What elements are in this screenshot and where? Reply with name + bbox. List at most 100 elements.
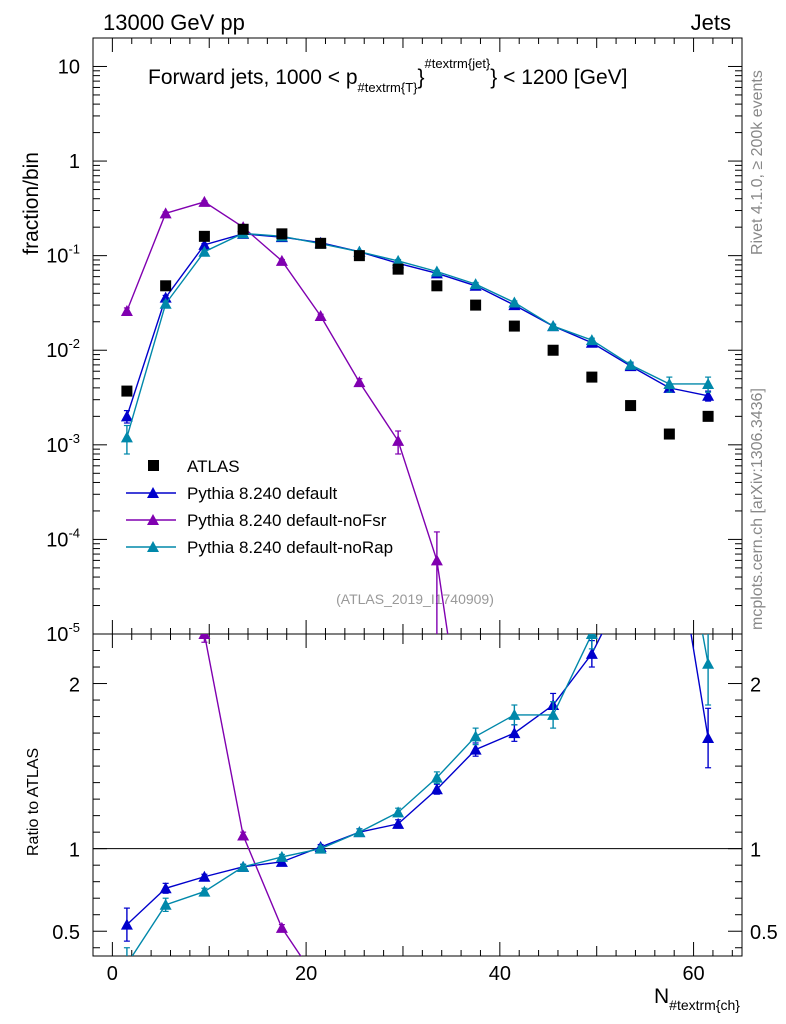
y-tick-label-top: 10 <box>58 56 80 78</box>
ratio-point <box>585 647 598 659</box>
ratio-point <box>160 50 172 61</box>
series-point <box>275 254 288 266</box>
series-line <box>126 201 449 634</box>
ratio-point <box>275 850 288 862</box>
legend-marker <box>147 487 159 498</box>
ratio-point <box>585 634 598 639</box>
ratio-point <box>469 730 482 742</box>
ratio-point <box>159 898 172 910</box>
legend-marker <box>147 514 159 525</box>
plot-title-tail: } < 1200 [GeV] <box>490 66 627 89</box>
series-point <box>198 245 211 257</box>
ratio-point <box>121 958 133 969</box>
series-point <box>120 410 133 422</box>
top-panel-data <box>120 195 715 828</box>
y-tick-label-top: 10-2 <box>46 336 80 362</box>
atlas-point <box>198 230 210 242</box>
legend-label: Pythia 8.240 default-noFsr <box>187 511 387 530</box>
legend: ATLAS Pythia 8.240 default Pythia 8.240 de… <box>126 457 393 557</box>
series-point <box>470 817 482 828</box>
series-point <box>430 265 443 277</box>
series-point <box>702 389 715 401</box>
series-point <box>585 334 598 346</box>
atlas-point <box>663 428 675 440</box>
atlas-point <box>237 223 249 235</box>
y-tick-label-base: 10 <box>46 340 68 362</box>
ratio-tick-label-right: 0.5 <box>750 922 778 944</box>
legend-marker-atlas <box>148 460 159 471</box>
ratio-point <box>663 446 675 457</box>
y-tick-label-top: 10-3 <box>46 431 80 457</box>
ratio-point <box>275 921 288 933</box>
ratio-point <box>314 842 327 854</box>
y-tick-label-exponent: -3 <box>68 431 80 446</box>
series-point <box>198 195 211 207</box>
ratio-line <box>203 634 302 956</box>
ratio-point <box>702 657 715 669</box>
legend-marker <box>147 541 159 552</box>
series-point <box>198 238 211 250</box>
series-point <box>702 377 715 389</box>
atlas-point <box>353 250 365 262</box>
ratio-tick-label-left: 0.5 <box>52 922 80 944</box>
ratio-tick-label-right: 1 <box>750 840 761 862</box>
data-layer <box>120 50 715 969</box>
ratio-point <box>663 496 675 507</box>
ratio-point <box>120 918 133 930</box>
plot-title-brace: } <box>418 66 425 89</box>
series-point <box>392 254 405 266</box>
legend-label: Pythia 8.240 default <box>187 484 338 503</box>
ratio-point <box>392 806 405 818</box>
series-point <box>159 207 172 219</box>
series-line <box>126 232 709 438</box>
y-tick-label-top: 10-4 <box>46 525 80 551</box>
ratio-point <box>392 817 405 829</box>
series-point <box>663 377 676 389</box>
series-point <box>547 320 560 332</box>
plot-title-sub: #textrm{T} <box>358 80 419 95</box>
y-axis-label-ratio: Ratio to ATLAS <box>25 748 42 856</box>
atlas-point <box>121 385 133 397</box>
atlas-point <box>160 280 172 292</box>
analysis-watermark: (ATLAS_2019_I1740909) <box>336 591 494 607</box>
ratio-panel-data <box>120 50 715 969</box>
series-line <box>126 233 709 417</box>
y-tick-label-base: 10 <box>46 624 68 646</box>
ratio-line <box>131 634 709 956</box>
atlas-point <box>702 410 714 422</box>
ratio-point <box>430 783 443 795</box>
series-point <box>353 376 366 388</box>
series-point <box>392 434 405 446</box>
y-tick-label-top: 1 <box>69 151 80 173</box>
ratio-point <box>237 829 250 841</box>
x-axis-label-main: N <box>654 985 669 1008</box>
series-point <box>508 296 521 308</box>
atlas-point <box>431 280 443 292</box>
ratio-point <box>198 634 211 639</box>
legend-label: ATLAS <box>187 457 240 476</box>
ratio-point <box>625 570 637 581</box>
series-point <box>159 297 172 309</box>
legend-label: Pythia 8.240 default-noRap <box>187 538 393 557</box>
y-tick-label-top: 10-5 <box>46 620 80 646</box>
ratio-point <box>198 870 211 882</box>
plot-title: Forward jets, 1000 < p#textrm{T}}#textrm… <box>148 56 627 95</box>
atlas-point <box>315 237 327 249</box>
ratio-point <box>625 562 637 573</box>
atlas-point <box>508 320 520 332</box>
ratio-point <box>237 860 250 872</box>
y-tick-label-exponent: -5 <box>68 620 80 635</box>
x-tick-label: 40 <box>489 963 511 985</box>
ratio-point <box>159 882 172 894</box>
y-tick-label-exponent: -2 <box>68 336 80 351</box>
ratio-point <box>198 885 211 897</box>
series-point <box>120 304 133 316</box>
ratio-point <box>353 826 366 838</box>
series-point <box>469 278 482 290</box>
series-point <box>624 358 637 370</box>
x-tick-label: 0 <box>107 963 118 985</box>
side-rivet-label: Rivet 4.1.0, ≥ 200k events <box>749 70 766 255</box>
header-right: Jets <box>691 10 731 35</box>
